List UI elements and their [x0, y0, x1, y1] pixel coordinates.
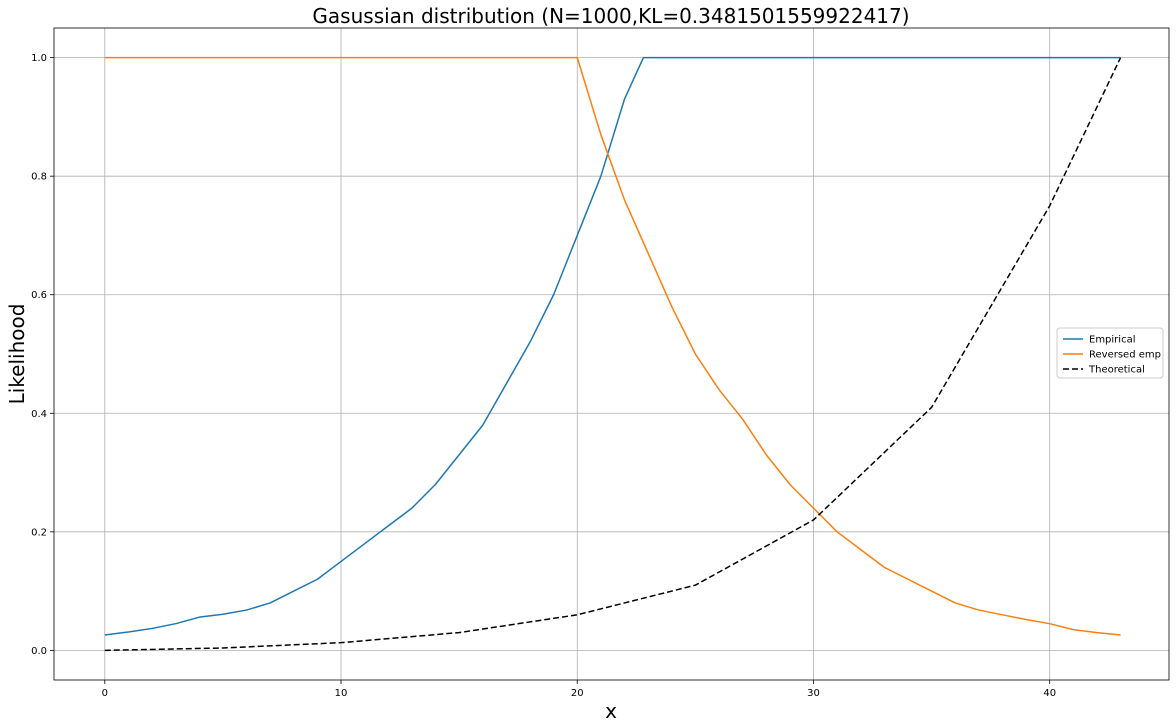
series-layer	[104, 56, 1122, 652]
series-line-empirical	[104, 56, 1121, 636]
y-tick-label: 1.0	[31, 53, 47, 64]
y-tick-label: 0.6	[31, 290, 47, 301]
legend-label: Theoretical	[1088, 365, 1145, 376]
x-tick-label: 0	[102, 688, 108, 699]
y-tick-label: 0.2	[31, 527, 47, 538]
series-line-reversed-emp	[104, 56, 1121, 636]
x-axis-label: x	[605, 699, 617, 723]
ticks: 0 10 20 30 40 0.0 0.2 0.4 0.6 0.8 1.0	[31, 53, 1056, 699]
grid	[54, 28, 1169, 680]
legend: Empirical Reversed emp Theoretical	[1056, 327, 1164, 379]
y-tick-label: 0.0	[31, 646, 47, 657]
series-line-theoretical	[104, 57, 1122, 652]
y-tick-label: 0.4	[31, 409, 47, 420]
chart-title: Gasussian distribution (N=1000,KL=0.3481…	[312, 4, 909, 28]
x-tick-label: 10	[335, 688, 348, 699]
y-axis-label: Likelihood	[5, 304, 29, 405]
legend-label: Empirical	[1089, 335, 1135, 346]
legend-box	[1056, 327, 1164, 379]
x-tick-label: 30	[807, 688, 820, 699]
legend-label: Reversed emp	[1089, 350, 1161, 361]
x-tick-label: 20	[571, 688, 584, 699]
plot-frame	[53, 27, 1170, 681]
x-tick-label: 40	[1043, 688, 1056, 699]
y-tick-label: 0.8	[31, 172, 47, 183]
